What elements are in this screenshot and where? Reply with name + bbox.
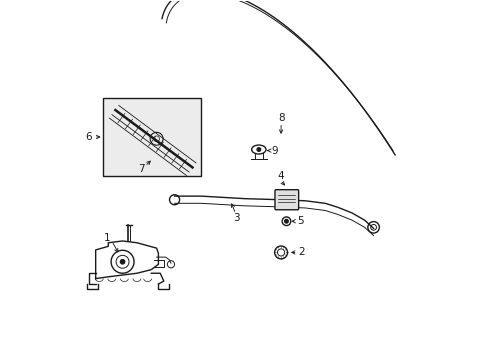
Text: 7: 7	[138, 164, 144, 174]
Circle shape	[120, 260, 124, 264]
Text: 1: 1	[104, 233, 111, 243]
Bar	[102, 98, 201, 176]
Text: 2: 2	[298, 247, 305, 257]
Text: 4: 4	[277, 171, 283, 181]
Text: 5: 5	[297, 216, 304, 226]
Text: 8: 8	[277, 113, 284, 123]
Circle shape	[257, 148, 260, 151]
Text: 3: 3	[233, 213, 240, 223]
Text: 6: 6	[85, 132, 92, 142]
FancyBboxPatch shape	[274, 190, 298, 210]
Text: 9: 9	[271, 145, 278, 156]
Circle shape	[284, 220, 287, 223]
